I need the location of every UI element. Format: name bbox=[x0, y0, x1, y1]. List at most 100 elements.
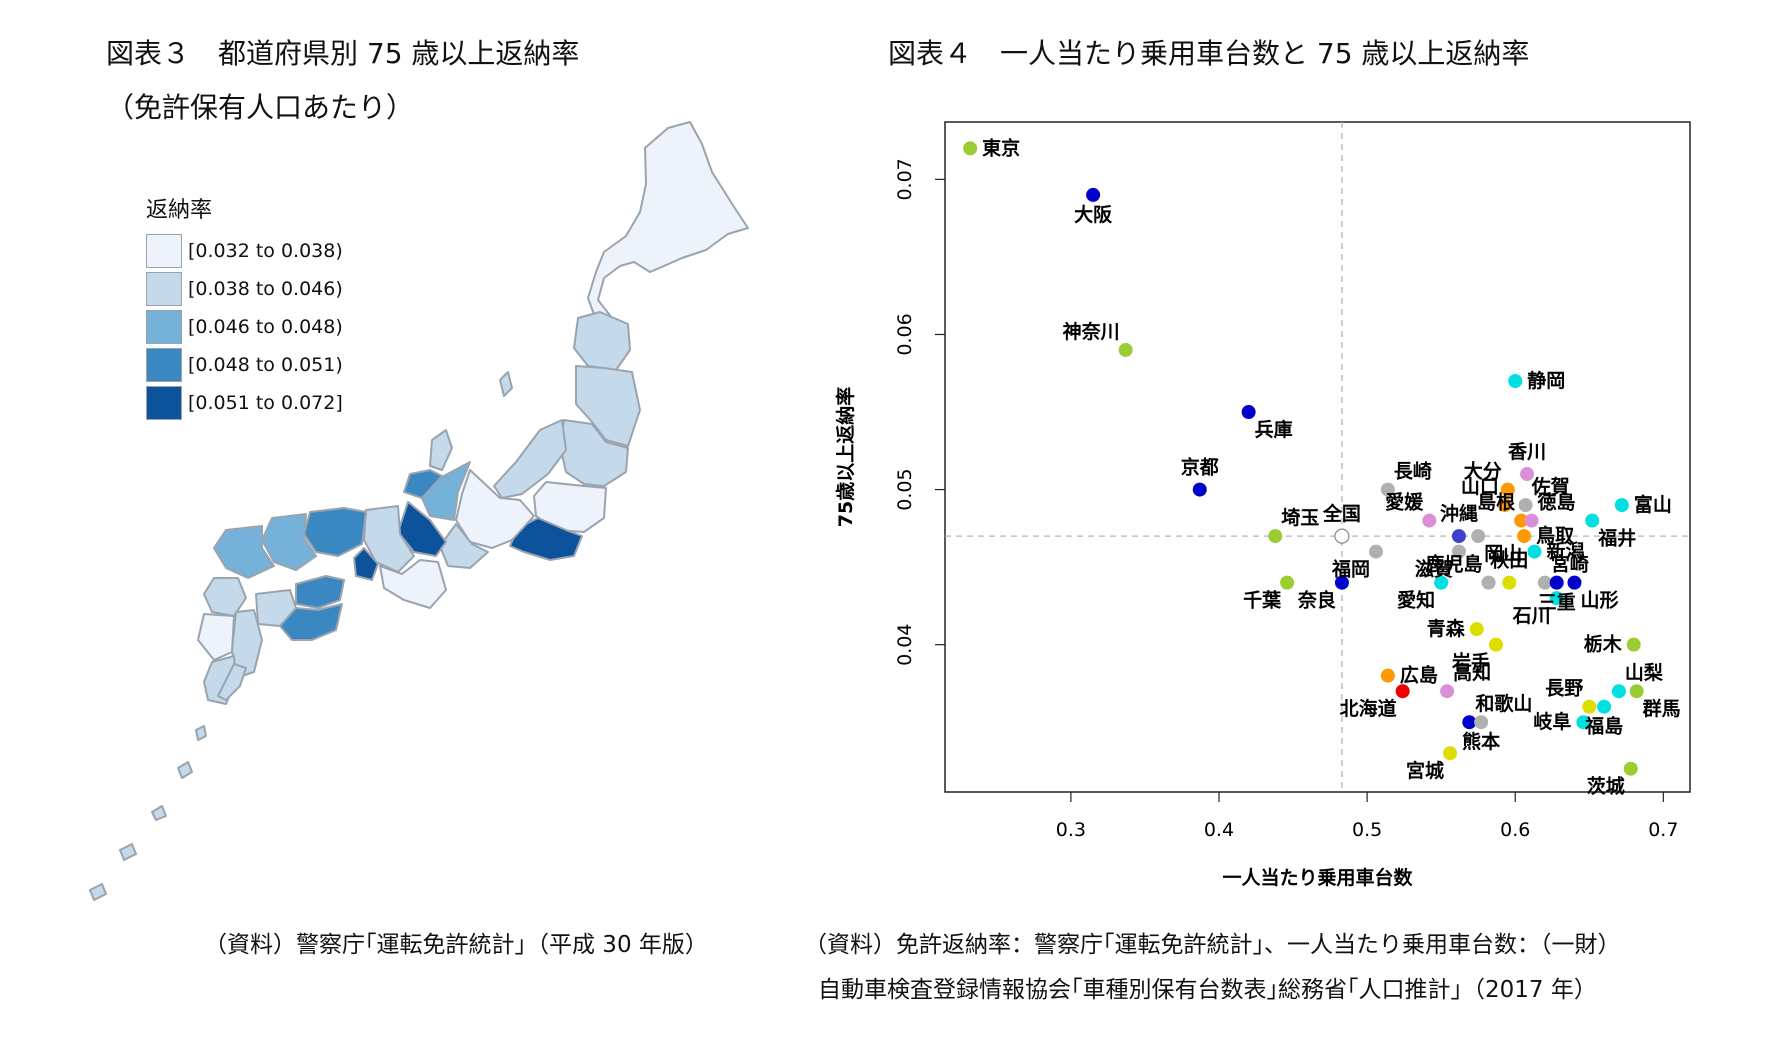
point-label-高知: 高知 bbox=[1453, 661, 1491, 684]
legend-label-2: [0.046 to 0.048) bbox=[188, 316, 343, 338]
y-tick-label: 0.07 bbox=[894, 158, 916, 200]
legend-row-2: [0.046 to 0.048) bbox=[146, 308, 343, 346]
legend-swatch-3 bbox=[146, 348, 182, 382]
point-徳島 bbox=[1524, 513, 1539, 528]
point-label-京都: 京都 bbox=[1181, 456, 1219, 479]
legend-row-1: [0.038 to 0.046) bbox=[146, 270, 343, 308]
map-region-noto bbox=[429, 429, 453, 471]
legend-title: 返納率 bbox=[146, 198, 213, 223]
point-label-和歌山: 和歌山 bbox=[1475, 692, 1532, 715]
map-source: （資料）警察庁｢運転免許統計｣（平成 30 年版） bbox=[204, 932, 708, 958]
map-region-okinawa bbox=[217, 663, 247, 701]
map-region-kanto bbox=[533, 481, 607, 533]
point-山口 bbox=[1497, 498, 1512, 513]
point-label-広島: 広島 bbox=[1400, 664, 1438, 687]
point-label-徳島: 徳島 bbox=[1537, 491, 1576, 514]
y-tick-label: 0.05 bbox=[894, 468, 916, 510]
point-label-山梨: 山梨 bbox=[1625, 661, 1664, 684]
point-label-石川: 石川 bbox=[1512, 605, 1551, 627]
map-region-chugoku-mid bbox=[261, 513, 317, 571]
map-region-chugoku-west bbox=[213, 525, 275, 579]
point-山梨 bbox=[1611, 684, 1626, 699]
point-和歌山 bbox=[1462, 715, 1477, 730]
point-label-愛媛: 愛媛 bbox=[1385, 491, 1424, 514]
point-滋賀 bbox=[1451, 544, 1466, 559]
legend-row-4: [0.051 to 0.072] bbox=[146, 384, 343, 422]
point-青森 bbox=[1469, 622, 1484, 637]
point-神奈川 bbox=[1118, 342, 1133, 357]
point-京都 bbox=[1192, 482, 1207, 497]
map-region-kinki-mid bbox=[363, 505, 415, 573]
japan-map bbox=[89, 121, 749, 901]
point-label-三重: 三重 bbox=[1538, 592, 1576, 614]
map-region-tohoku-north bbox=[573, 311, 631, 371]
map-legend: 返納率 [0.032 to 0.038) [0.038 to 0.046) [0… bbox=[146, 192, 343, 422]
point-label-北海道: 北海道 bbox=[1340, 697, 1397, 720]
point-高知 bbox=[1440, 684, 1455, 699]
map-region-kyushu-north bbox=[203, 577, 247, 617]
map-subtitle: （免許保有人口あたり） bbox=[106, 91, 415, 124]
legend-row-3: [0.048 to 0.051) bbox=[146, 346, 343, 384]
point-静岡 bbox=[1508, 374, 1523, 389]
legend-swatch-0 bbox=[146, 234, 182, 268]
point-label-千葉: 千葉 bbox=[1243, 590, 1282, 612]
map-region-island-a bbox=[195, 725, 207, 741]
point-埼玉 bbox=[1268, 529, 1283, 544]
legend-swatch-4 bbox=[146, 386, 182, 420]
legend-swatch-2 bbox=[146, 310, 182, 344]
map-region-osaka bbox=[353, 547, 379, 581]
legend-swatch-1 bbox=[146, 272, 182, 306]
plot-frame bbox=[944, 121, 1691, 793]
point-label-福岡: 福岡 bbox=[1331, 558, 1370, 581]
point-label-沖縄: 沖縄 bbox=[1440, 502, 1478, 525]
point-label-香川: 香川 bbox=[1507, 441, 1546, 463]
point-北海道 bbox=[1395, 684, 1410, 699]
point-岩手 bbox=[1488, 637, 1503, 652]
point-宮崎 bbox=[1537, 575, 1552, 590]
point-label-愛知: 愛知 bbox=[1397, 589, 1435, 612]
point-栃木 bbox=[1626, 637, 1641, 652]
x-axis-title: 一人当たり乗用車台数 bbox=[1222, 866, 1413, 889]
scatter-source-line2: 自動車検査登録情報協会｢車種別保有台数表｣総務省｢人口推計｣（2017 年） bbox=[818, 977, 1597, 1003]
scatter-title: 図表４ 一人当たり乗用車台数と 75 歳以上返納率 bbox=[888, 37, 1530, 70]
point-岡山 bbox=[1471, 529, 1486, 544]
map-region-chubu bbox=[455, 469, 535, 549]
map-title: 図表３ 都道府県別 75 歳以上返納率 bbox=[106, 37, 580, 70]
point-label-兵庫: 兵庫 bbox=[1255, 418, 1293, 441]
point-label-山形: 山形 bbox=[1580, 590, 1618, 612]
legend-row-0: [0.032 to 0.038) bbox=[146, 232, 343, 270]
point-label-全国: 全国 bbox=[1322, 502, 1361, 525]
point-岐阜 bbox=[1576, 715, 1591, 730]
point-label-埼玉: 埼玉 bbox=[1281, 506, 1319, 529]
point-熊本 bbox=[1474, 715, 1489, 730]
y-tick-label: 0.06 bbox=[894, 313, 916, 355]
point-label-大阪: 大阪 bbox=[1074, 203, 1113, 226]
point-label-佐賀: 佐賀 bbox=[1531, 475, 1570, 498]
point-label-鳥取: 鳥取 bbox=[1536, 524, 1574, 547]
point-label-宮城: 宮城 bbox=[1406, 759, 1444, 782]
point-愛媛 bbox=[1422, 513, 1437, 528]
scatter-source-line1: （資料）免許返納率：警察庁｢運転免許統計｣、一人当たり乗用車台数：（一財） bbox=[804, 932, 1621, 958]
point-長野 bbox=[1582, 699, 1597, 714]
point-label-新潟: 新潟 bbox=[1546, 540, 1584, 563]
point-label-宮崎: 宮崎 bbox=[1551, 553, 1589, 576]
map-region-hokuriku bbox=[403, 469, 443, 499]
scatter-chart: 0.3 0.4 0.5 0.6 0.7 0.04 0.05 0.06 0.07 一人当たり乗用車台… bbox=[834, 121, 1691, 889]
map-region-hokkaido bbox=[587, 121, 749, 321]
map-region-kinki-south bbox=[379, 559, 447, 609]
map-region-island-b bbox=[177, 761, 193, 779]
point-label-山口: 山口 bbox=[1461, 476, 1499, 498]
point-label-青森: 青森 bbox=[1427, 617, 1466, 640]
point-秋田 bbox=[1502, 575, 1517, 590]
point-富山 bbox=[1614, 498, 1629, 513]
map-region-tohoku-south bbox=[559, 419, 629, 487]
point-新潟 bbox=[1527, 544, 1542, 559]
map-region-shikoku-s bbox=[279, 603, 343, 641]
map-region-sado bbox=[499, 371, 513, 397]
point-label-長崎: 長崎 bbox=[1394, 460, 1432, 483]
legend-label-3: [0.048 to 0.051) bbox=[188, 354, 343, 376]
point-label-神奈川: 神奈川 bbox=[1063, 320, 1120, 343]
scatter-axes: 0.3 0.4 0.5 0.6 0.7 0.04 0.05 0.06 0.07 一人当たり乗用車台… bbox=[834, 121, 1691, 889]
point-香川 bbox=[1520, 467, 1535, 482]
